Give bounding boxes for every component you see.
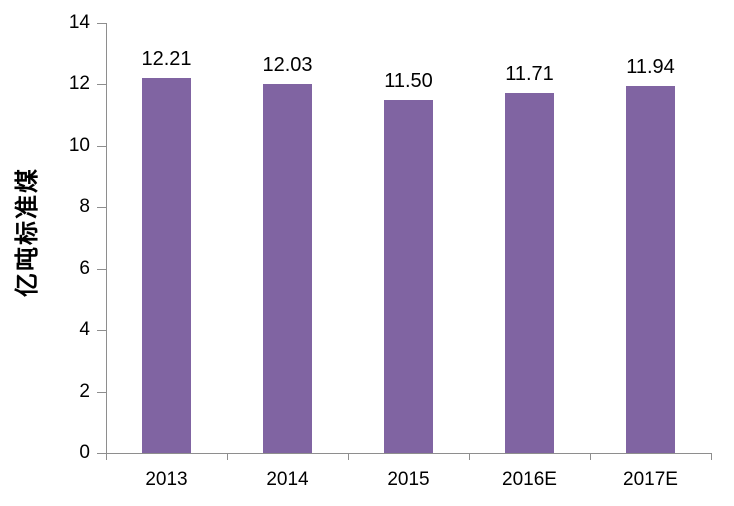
- x-tick-mark: [590, 453, 591, 460]
- y-tick-mark: [97, 391, 106, 393]
- bar-2017E: [626, 86, 675, 453]
- y-tick-mark: [97, 23, 106, 24]
- y-tick-mark: [97, 207, 106, 209]
- y-tick-mark: [97, 145, 106, 147]
- y-tick-label: 8: [79, 196, 90, 218]
- y-tick-label: 4: [79, 319, 90, 341]
- bar-2014: [263, 83, 312, 453]
- x-tick-label: 2016E: [502, 469, 557, 490]
- x-tick-mark: [711, 453, 712, 460]
- x-tick-label: 2014: [266, 469, 309, 490]
- x-tick-label: 2015: [387, 469, 430, 490]
- x-tick-mark: [227, 453, 228, 460]
- x-tick-mark: [469, 453, 470, 460]
- bar-value-label: 12.03: [262, 53, 313, 76]
- y-tick-label: 14: [68, 12, 90, 33]
- bar-value-label: 11.71: [505, 63, 554, 86]
- bar-2016E: [505, 93, 554, 453]
- y-axis-line: [106, 23, 107, 453]
- bar-2013: [142, 77, 191, 453]
- x-axis-line: [106, 453, 712, 454]
- bar-value-label: 11.94: [626, 56, 675, 79]
- x-tick-label: 2017E: [623, 469, 678, 490]
- y-tick-label: 10: [68, 134, 90, 156]
- y-tick-mark: [97, 84, 106, 86]
- y-axis-title: 亿吨标准煤: [12, 167, 41, 297]
- bar-value-label: 11.50: [384, 69, 433, 92]
- bar-value-label: 12.21: [141, 47, 192, 70]
- y-tick-mark: [97, 453, 106, 454]
- y-tick-label: 12: [68, 73, 90, 95]
- x-tick-mark: [106, 453, 107, 460]
- x-tick-label: 2013: [145, 469, 188, 490]
- y-tick-mark: [97, 268, 106, 270]
- bar-2015: [384, 99, 433, 453]
- y-tick-mark: [97, 330, 106, 332]
- y-tick-label: 0: [79, 442, 90, 463]
- y-tick-label: 2: [79, 380, 90, 402]
- y-tick-label: 6: [79, 257, 90, 279]
- x-tick-mark: [348, 453, 349, 460]
